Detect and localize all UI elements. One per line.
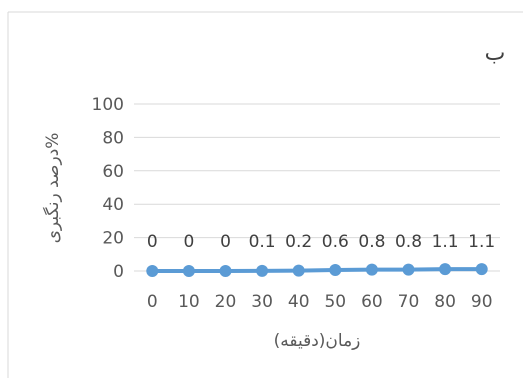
data-label: 1.1 bbox=[432, 232, 459, 252]
x-tick-label: 50 bbox=[324, 292, 346, 312]
data-label: 1.1 bbox=[468, 232, 495, 252]
x-axis-title: زمان(دقیقه) bbox=[274, 331, 361, 351]
x-tick-label: 80 bbox=[434, 292, 456, 312]
y-tick-label: 20 bbox=[102, 229, 124, 249]
x-tick-label: 10 bbox=[178, 292, 200, 312]
data-point-marker bbox=[292, 264, 305, 277]
series-markers bbox=[146, 263, 488, 277]
data-label: 0 bbox=[220, 232, 231, 252]
data-label: 0 bbox=[183, 232, 194, 252]
x-tick-label: 20 bbox=[215, 292, 237, 312]
data-labels: 0 0 0 0.1 0.2 0.6 0.8 0.8 1.1 1.1 bbox=[147, 232, 495, 252]
data-label: 0 bbox=[147, 232, 158, 252]
data-point-marker bbox=[219, 265, 232, 277]
y-axis-title: درصد رنگبری% bbox=[42, 133, 63, 244]
data-point-marker bbox=[256, 264, 269, 277]
data-label: 0.6 bbox=[322, 232, 349, 252]
data-label: 0.8 bbox=[358, 232, 385, 252]
x-tick-label: 60 bbox=[361, 292, 383, 312]
y-tick-label: 100 bbox=[92, 95, 124, 115]
data-point-marker bbox=[475, 263, 488, 276]
data-label: 0.1 bbox=[249, 232, 276, 252]
x-tick-label: 0 bbox=[147, 292, 158, 312]
x-tick-label: 30 bbox=[251, 292, 273, 312]
data-point-marker bbox=[329, 263, 342, 276]
series-line bbox=[150, 267, 484, 273]
x-tick-label: 40 bbox=[288, 292, 310, 312]
data-label: 0.8 bbox=[395, 232, 422, 252]
x-axis-tick-labels: 0 10 20 30 40 50 60 70 80 90 bbox=[147, 292, 493, 312]
y-tick-label: 80 bbox=[102, 128, 124, 148]
x-tick-label: 90 bbox=[471, 292, 493, 312]
series-line-layer bbox=[150, 267, 484, 273]
y-tick-label: 60 bbox=[102, 162, 124, 182]
data-point-marker bbox=[365, 263, 378, 276]
data-point-marker bbox=[402, 263, 415, 276]
data-point-marker bbox=[439, 263, 452, 276]
data-point-marker bbox=[182, 265, 195, 277]
panel-label: ب bbox=[485, 41, 506, 66]
data-label: 0.2 bbox=[285, 232, 312, 252]
y-tick-label: 40 bbox=[102, 195, 124, 215]
data-point-marker bbox=[146, 265, 159, 277]
x-tick-label: 70 bbox=[398, 292, 420, 312]
y-axis-tick-labels: 0 20 40 60 80 100 bbox=[92, 95, 124, 282]
y-tick-label: 0 bbox=[113, 262, 124, 282]
